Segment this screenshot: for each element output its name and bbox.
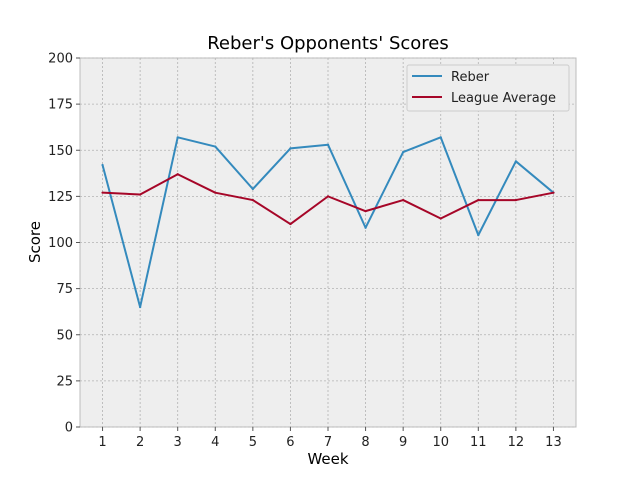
data-point-reber	[139, 305, 142, 309]
x-tick-label: 13	[545, 435, 562, 450]
y-tick-label: 200	[48, 52, 73, 67]
legend-box	[406, 64, 570, 112]
x-axis-ticks: 1 2 3 4 5 6 7 8 9 10 11 12 13	[98, 427, 562, 450]
data-point-league-average	[402, 198, 405, 202]
x-tick-label: 10	[432, 435, 449, 450]
data-point-reber	[364, 226, 367, 229]
data-point-reber	[176, 136, 179, 139]
y-tick-label: 150	[48, 144, 73, 159]
data-point-league-average	[514, 198, 517, 202]
data-point-league-average	[552, 191, 555, 194]
data-point-league-average	[439, 217, 442, 220]
x-tick-label: 3	[174, 435, 182, 450]
data-point-league-average	[139, 193, 142, 196]
x-tick-label: 11	[470, 435, 487, 450]
data-point-league-average	[251, 198, 254, 202]
legend-label-reber: Reber	[451, 70, 490, 85]
legend: Reber League Average	[406, 64, 570, 112]
x-tick-label: 7	[324, 435, 332, 450]
x-tick-label: 4	[211, 435, 219, 450]
y-axis-label: Score	[26, 221, 44, 263]
data-point-league-average	[176, 173, 179, 176]
y-tick-label: 50	[56, 328, 73, 343]
data-point-reber	[326, 143, 330, 146]
data-point-league-average	[477, 198, 480, 202]
x-tick-label: 1	[98, 435, 106, 450]
x-tick-label: 9	[399, 435, 407, 450]
data-point-league-average	[326, 195, 330, 198]
y-tick-label: 125	[48, 190, 73, 205]
y-tick-label: 0	[65, 421, 73, 436]
y-axis-ticks: 0 25 50 75 100 125 150 175 200	[48, 52, 80, 436]
data-point-reber	[514, 160, 517, 163]
data-point-reber	[439, 136, 442, 139]
data-point-reber	[477, 234, 480, 237]
data-point-league-average	[364, 210, 367, 213]
x-tick-label: 2	[136, 435, 144, 450]
legend-label-league-average: League Average	[451, 91, 556, 106]
data-point-reber	[251, 187, 254, 191]
x-axis-label: Week	[307, 450, 348, 468]
y-tick-label: 100	[48, 236, 73, 251]
data-point-reber	[289, 147, 292, 150]
data-point-league-average	[101, 191, 104, 194]
x-tick-label: 5	[249, 435, 257, 450]
data-point-league-average	[289, 222, 292, 226]
x-tick-label: 8	[361, 435, 369, 450]
data-point-reber	[402, 150, 405, 154]
data-point-reber	[214, 145, 217, 148]
data-point-league-average	[214, 191, 217, 194]
y-tick-label: 175	[48, 98, 73, 113]
y-tick-label: 25	[56, 374, 73, 389]
y-tick-label: 75	[56, 282, 73, 297]
x-tick-label: 12	[508, 435, 525, 450]
chart-title: Reber's Opponents' Scores	[207, 33, 449, 54]
x-tick-label: 6	[286, 435, 294, 450]
series-lines	[101, 136, 555, 309]
data-point-reber	[101, 163, 104, 167]
